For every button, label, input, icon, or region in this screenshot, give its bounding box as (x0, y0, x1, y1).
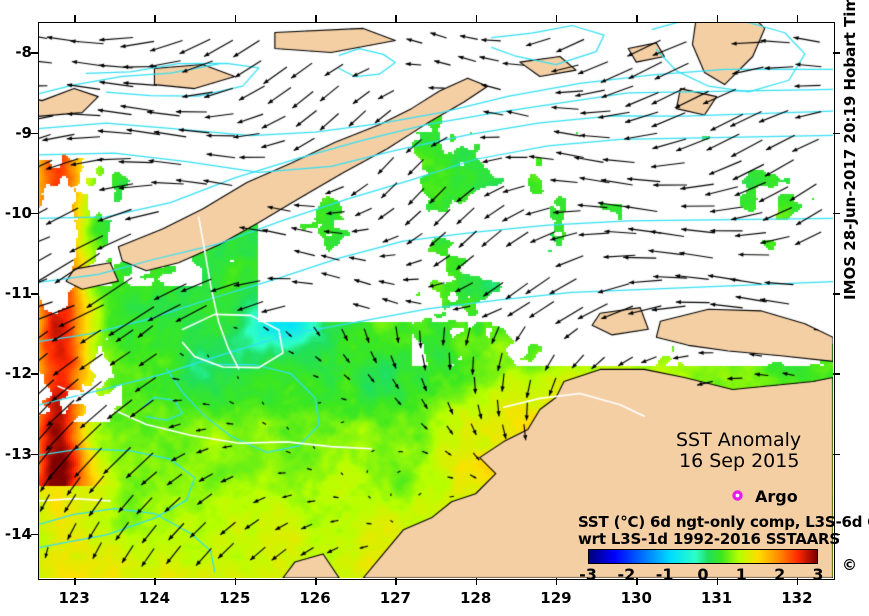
x-tick-label: 132 (781, 589, 813, 607)
x-tick (234, 578, 237, 585)
y-tick (833, 293, 840, 295)
colorbar-tick-labels: -3 -2 -1 0 1 2 3 (579, 565, 823, 584)
x-tick-label: 127 (379, 589, 411, 607)
y-tick (833, 52, 840, 54)
x-tick-label: 128 (459, 589, 492, 607)
argo-float-icon (732, 490, 743, 501)
x-tick (74, 578, 76, 585)
x-tick-label: 125 (219, 589, 251, 607)
x-tick-label: 123 (58, 589, 90, 607)
y-tick (833, 132, 840, 135)
colorbar-tick-label: 0 (697, 565, 709, 584)
y-tick (31, 533, 38, 536)
x-tick (555, 578, 558, 585)
x-tick (716, 15, 719, 22)
x-tick (154, 15, 156, 22)
x-tick (315, 578, 317, 585)
y-tick-label: -9 (15, 123, 32, 142)
x-tick (315, 15, 317, 22)
y-tick-label: -11 (4, 284, 32, 303)
x-tick (716, 578, 719, 585)
y-tick-label: -12 (4, 364, 32, 383)
x-tick (154, 578, 156, 585)
y-tick (833, 533, 840, 536)
y-tick-label: -14 (4, 524, 32, 543)
x-tick (796, 15, 799, 22)
y-tick (31, 373, 38, 375)
y-tick (31, 52, 38, 54)
x-tick (395, 15, 397, 22)
y-tick (31, 212, 38, 215)
y-tick (833, 212, 840, 215)
x-tick (74, 15, 76, 22)
x-tick-label: 124 (138, 589, 171, 607)
caption-line2: wrt L3S-1d 1992-2016 SSTAARS (578, 530, 840, 548)
colorbar (588, 549, 818, 564)
sst-anomaly-raster[interactable] (38, 22, 833, 578)
y-tick (833, 373, 840, 375)
colorbar-tick-label: -2 (617, 565, 636, 584)
colorbar-gradient (589, 550, 817, 563)
x-tick-label: 131 (700, 589, 733, 607)
y-tick (31, 132, 38, 135)
map-title-line1: SST Anomaly (676, 429, 802, 451)
y-tick-label: -8 (15, 43, 32, 62)
y-tick (31, 453, 38, 456)
copyright-symbol: © (842, 556, 857, 574)
x-tick (636, 578, 638, 585)
colorbar-tick-label: 2 (774, 565, 786, 584)
x-tick-label: 126 (299, 589, 331, 607)
x-tick (636, 15, 638, 22)
y-tick (31, 293, 38, 295)
colorbar-tick-label: -3 (579, 565, 597, 584)
x-tick (475, 578, 478, 585)
imos-credit-text: IMOS 28-Jun-2017 20:19 Hobart Time (841, 0, 859, 300)
colorbar-tick-label: 1 (735, 565, 747, 584)
x-tick-label: 129 (540, 589, 572, 607)
map-plot-area[interactable] (38, 22, 833, 578)
x-tick (395, 578, 397, 585)
y-tick (833, 453, 840, 456)
map-title-line2: 16 Sep 2015 (679, 450, 800, 472)
x-tick (796, 578, 799, 585)
y-tick-label: -13 (4, 444, 32, 463)
x-tick (234, 15, 237, 22)
caption-line1: SST (°C) 6d ngt-only comp, L3S-6d QL>=2 (578, 513, 869, 531)
colorbar-tick-label: 3 (812, 565, 824, 584)
colorbar-tick-label: -1 (655, 565, 674, 584)
argo-legend-label: Argo (755, 487, 798, 506)
x-tick-label: 130 (620, 589, 652, 607)
x-tick (475, 15, 478, 22)
x-tick (555, 15, 558, 22)
y-tick-label: -10 (4, 203, 32, 222)
